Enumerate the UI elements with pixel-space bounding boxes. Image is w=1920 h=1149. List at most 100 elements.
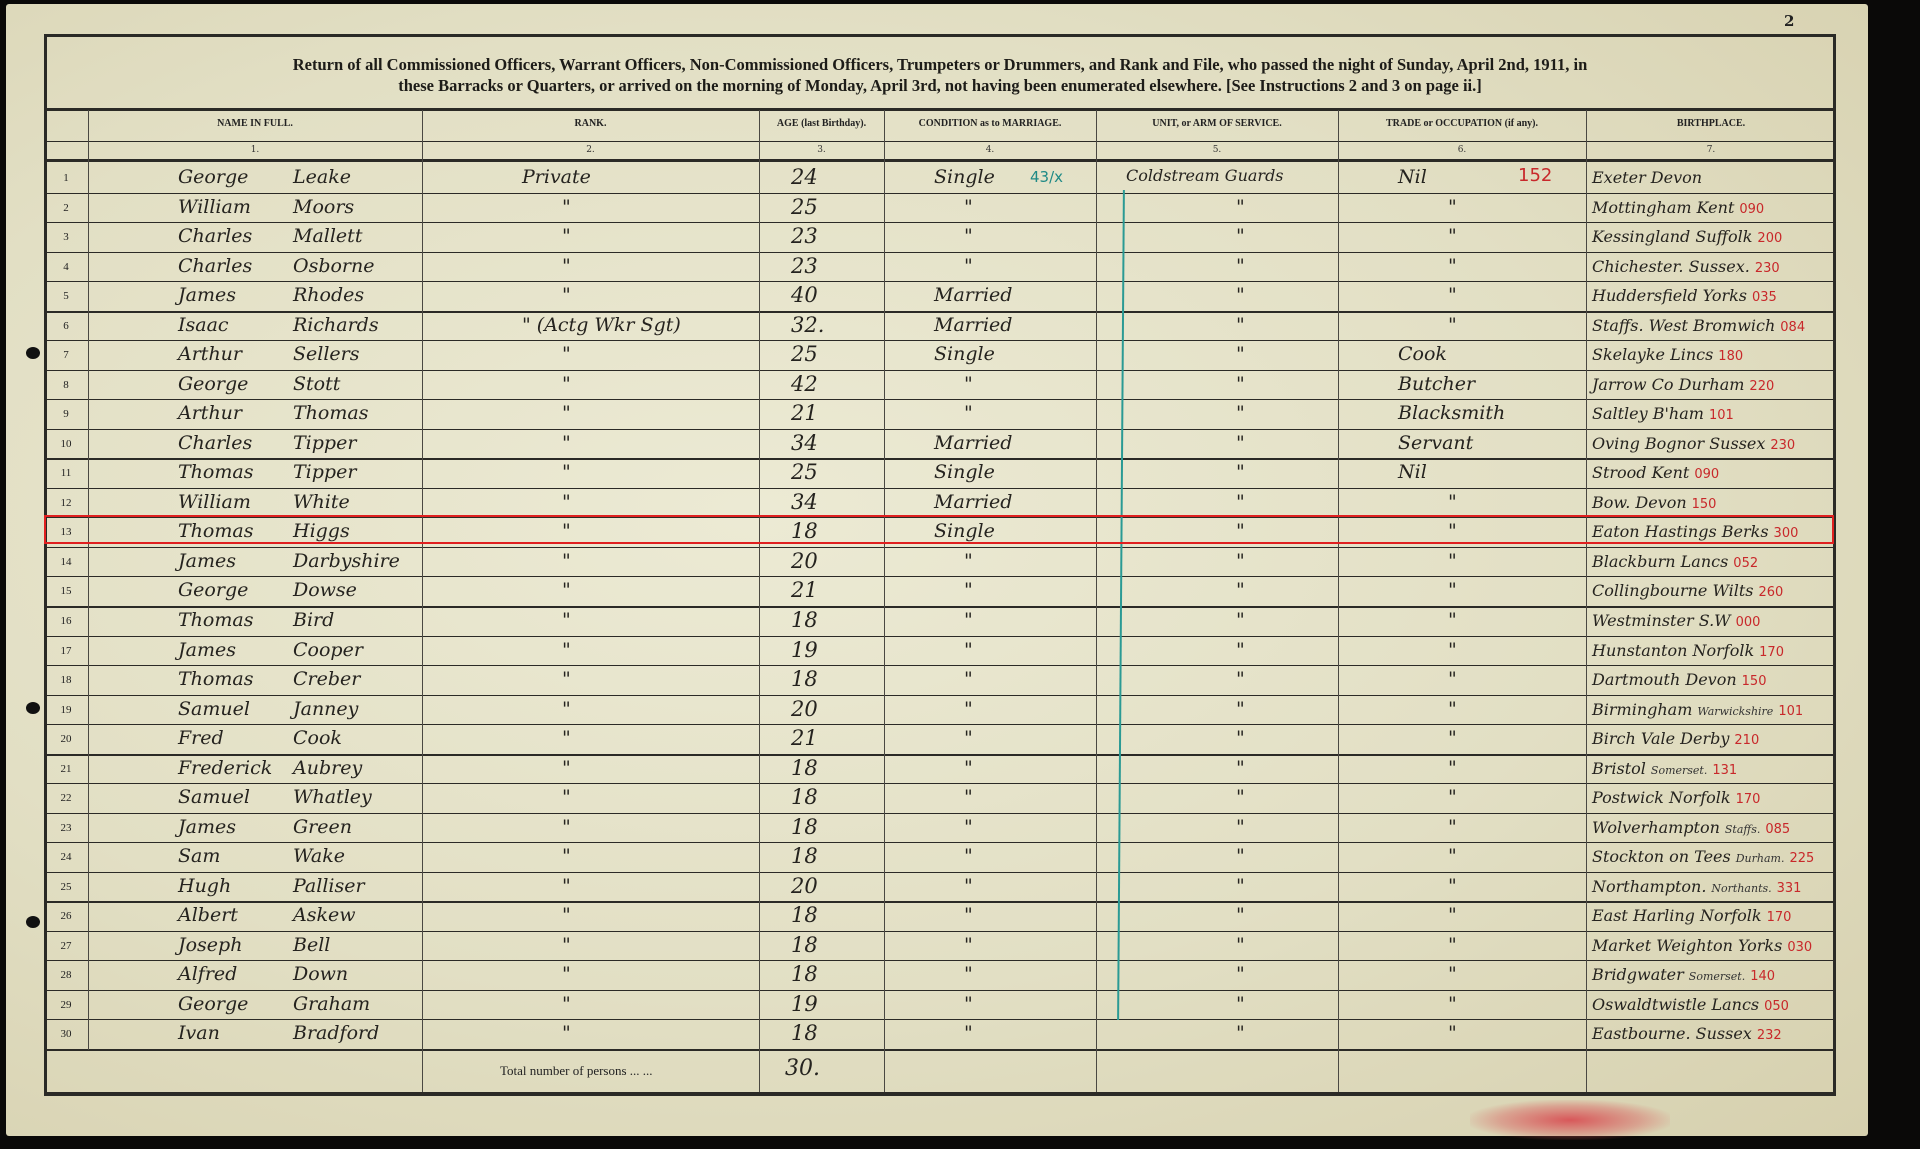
first-name: Ivan (178, 1022, 220, 1044)
age: 20 (791, 697, 818, 721)
marital-condition: Single (934, 461, 995, 483)
age: 42 (791, 372, 818, 396)
row-line (44, 636, 1836, 637)
surname: Stott (293, 373, 341, 395)
birthplace: Postwick Norfolk (1592, 788, 1731, 807)
surname: Sellers (293, 343, 360, 365)
birthplace-cell: Huddersfield Yorks 035 (1592, 286, 1777, 306)
birthplace-code: 331 (1776, 881, 1802, 896)
first-name: Thomas (178, 520, 254, 542)
birthplace: Jarrow Co Durham (1592, 375, 1745, 394)
rank: " (562, 727, 571, 749)
birthplace-cell: Westminster S.W 000 (1592, 611, 1760, 631)
unit: " (1236, 520, 1245, 542)
row-number: 16 (60, 615, 72, 627)
birthplace: Collingbourne Wilts (1592, 581, 1754, 600)
occupation: " (1448, 520, 1457, 542)
unit: " (1236, 757, 1245, 779)
birthplace-code: 220 (1749, 379, 1775, 394)
unit: " (1236, 579, 1245, 601)
first-name: James (178, 550, 236, 572)
birthplace: Saltley B'ham (1592, 404, 1704, 423)
column-number: 1. (250, 145, 260, 155)
age: 20 (791, 549, 818, 573)
row-line (44, 252, 1836, 253)
rank: Private (522, 166, 591, 188)
rank: " (562, 520, 571, 542)
rule-line (44, 108, 1836, 111)
column-header: BIRTHPLACE. (1676, 118, 1746, 129)
birthplace-county: Somerset. (1688, 970, 1746, 983)
rank: " (562, 402, 571, 424)
row-line (44, 193, 1836, 194)
marital-condition: " (964, 373, 973, 395)
occupation: " (1448, 639, 1457, 661)
occupation: Nil (1398, 461, 1427, 483)
marital-condition: " (964, 875, 973, 897)
age: 18 (791, 844, 818, 868)
marital-condition: " (964, 668, 973, 690)
birthplace: Eaton Hastings Berks (1592, 522, 1769, 541)
age: 25 (791, 460, 818, 484)
first-name: James (178, 639, 236, 661)
row-line (44, 783, 1836, 784)
column-header: AGE (last Birthday). (776, 118, 867, 129)
birthplace-cell: Kessingland Suffolk 200 (1592, 227, 1782, 247)
unit: " (1236, 461, 1245, 483)
marital-condition: " (964, 639, 973, 661)
rank: " (562, 255, 571, 277)
marital-condition: " (964, 579, 973, 601)
row-number: 26 (60, 910, 72, 922)
row-line (44, 547, 1836, 548)
birthplace-code: 101 (1778, 704, 1804, 719)
surname: White (293, 491, 350, 513)
birthplace: Chichester. Sussex. (1592, 257, 1750, 276)
age: 19 (791, 638, 818, 662)
birthplace: Westminster S.W (1592, 611, 1731, 630)
binder-hole (26, 702, 40, 714)
birthplace: Stockton on Tees (1592, 847, 1731, 866)
birthplace-code: 150 (1691, 497, 1717, 512)
birthplace-code: 030 (1787, 940, 1813, 955)
birthplace-code: 232 (1756, 1028, 1782, 1043)
occupation: " (1448, 1022, 1457, 1044)
birthplace-cell: Dartmouth Devon 150 (1592, 670, 1766, 690)
first-name: Charles (178, 225, 253, 247)
column-number: 6. (1457, 145, 1467, 155)
birthplace-county: Staffs. (1724, 823, 1761, 836)
birthplace-code: 000 (1735, 615, 1761, 630)
birthplace-county: Warwickshire (1697, 705, 1774, 718)
condition-annotation: 43/x (1030, 168, 1064, 186)
column-line (1096, 110, 1097, 1092)
occupation: Servant (1398, 432, 1474, 454)
first-name: George (178, 373, 249, 395)
occupation: " (1448, 993, 1457, 1015)
birthplace: Staffs. West Bromwich (1592, 316, 1776, 335)
surname: Wake (293, 845, 345, 867)
age: 23 (791, 224, 818, 248)
age: 18 (791, 933, 818, 957)
first-name: James (178, 284, 236, 306)
age: 32. (791, 313, 825, 337)
surname: Graham (293, 993, 371, 1015)
birthplace-code: 150 (1741, 674, 1767, 689)
title-line-2: these Barracks or Quarters, or arrived o… (398, 76, 1482, 95)
marital-condition: " (964, 993, 973, 1015)
birthplace-county: Somerset. (1650, 764, 1708, 777)
birthplace-cell: Birmingham Warwickshire 101 (1592, 700, 1803, 720)
birthplace-code: 200 (1757, 231, 1783, 246)
occupation: " (1448, 550, 1457, 572)
marital-condition: Married (934, 432, 1013, 454)
birthplace-code: 230 (1754, 261, 1780, 276)
birthplace-code: 180 (1718, 349, 1744, 364)
occupation: " (1448, 875, 1457, 897)
row-line (44, 488, 1836, 489)
column-header: TRADE or OCCUPATION (if any). (1386, 118, 1538, 129)
birthplace-cell: Bow. Devon 150 (1592, 493, 1716, 513)
rank: " (562, 639, 571, 661)
surname: Palliser (293, 875, 365, 897)
birthplace-cell: Oswaldtwistle Lancs 050 (1592, 995, 1789, 1015)
row-line (44, 960, 1836, 961)
rank: " (562, 579, 571, 601)
first-name: George (178, 993, 249, 1015)
